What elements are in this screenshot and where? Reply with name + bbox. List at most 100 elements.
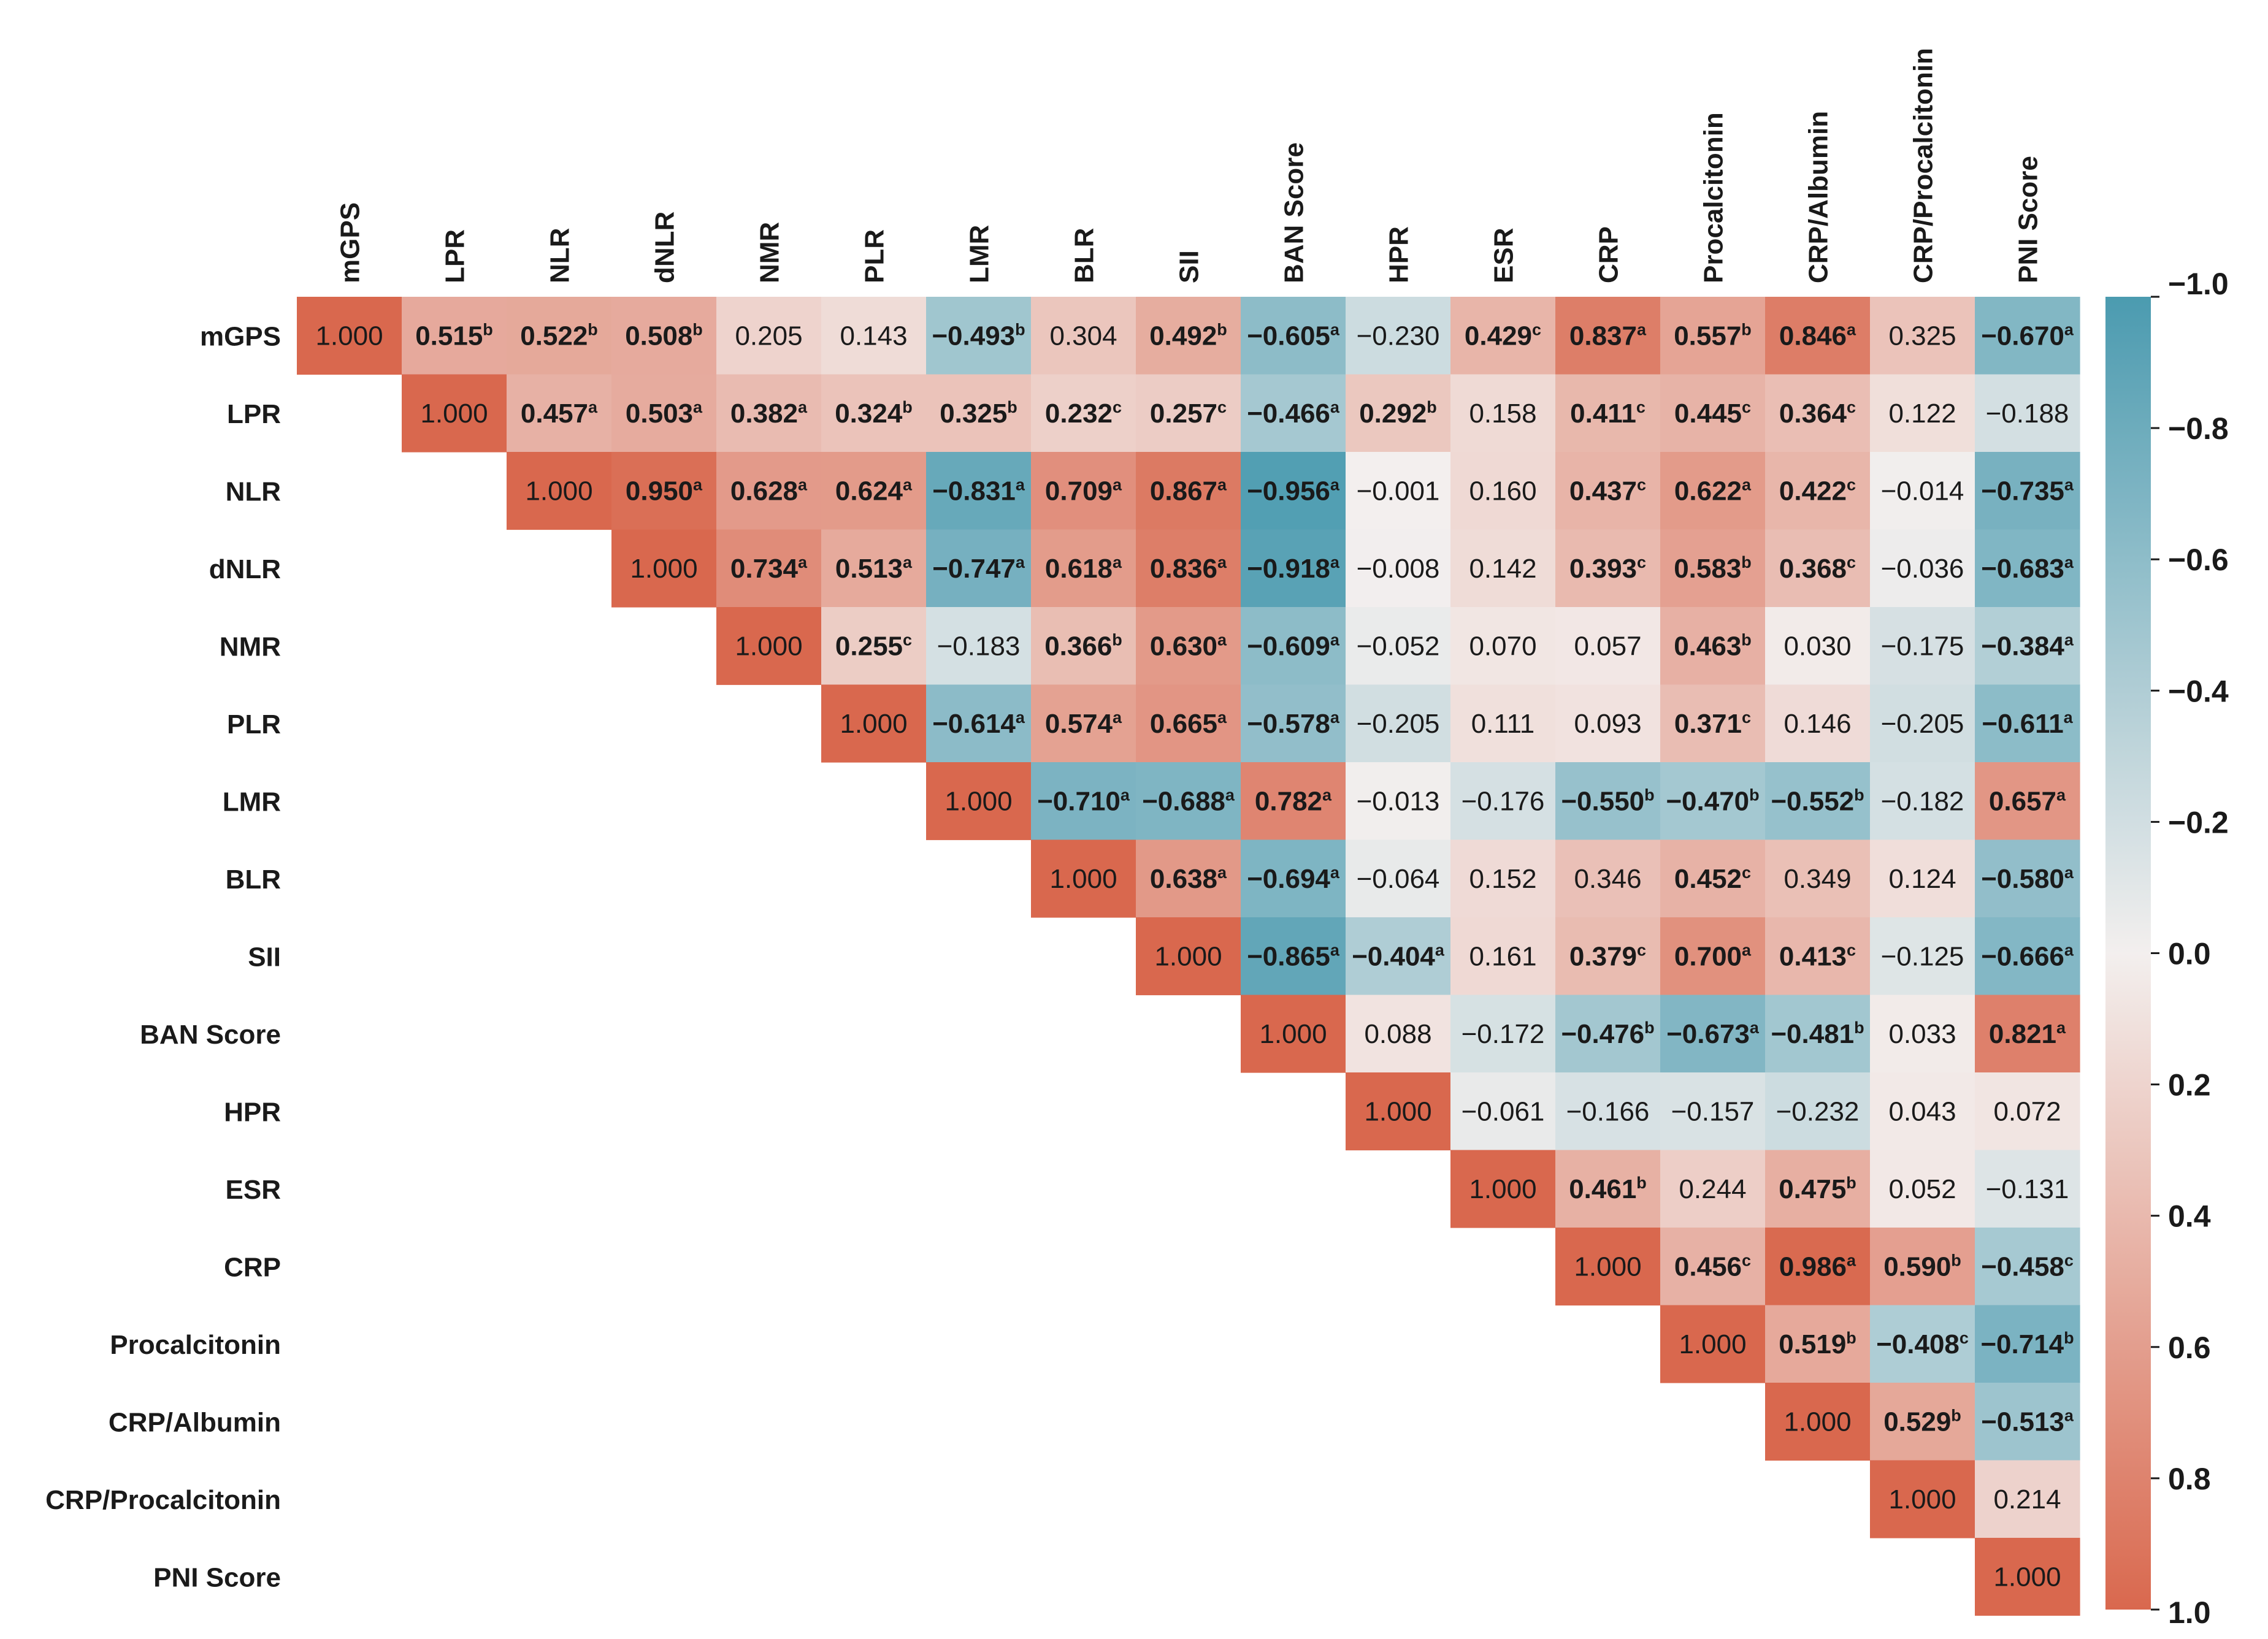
cell-value: −0.404a: [1352, 941, 1445, 971]
cell-value: −0.014: [1881, 476, 1964, 506]
column-label: CRP/Albumin: [1804, 111, 1834, 283]
cell-value: 1.000: [1574, 1251, 1641, 1282]
cell-value: 0.158: [1469, 399, 1536, 429]
colorbar: −1.0−0.8−0.6−0.4−0.20.00.20.40.60.81.0: [2105, 267, 2229, 1630]
cell-value: −0.175: [1881, 631, 1964, 661]
cell-value: −0.747a: [932, 553, 1025, 584]
cell-value: 0.950a: [626, 475, 703, 506]
cell-value: −0.580a: [1981, 863, 2074, 894]
cell-value: 0.244: [1679, 1174, 1746, 1204]
cell-value: 0.630a: [1150, 630, 1227, 661]
cell-value: 0.475b: [1779, 1174, 1856, 1204]
cell-value: 1.000: [1154, 941, 1222, 971]
cell-value: 0.463b: [1674, 630, 1752, 661]
cell-value: 0.325: [1888, 321, 1956, 351]
column-label: NMR: [755, 222, 785, 283]
cell-value: 0.986a: [1779, 1251, 1856, 1282]
cell-value: −0.470b: [1666, 785, 1759, 816]
cell-value: 1.000: [1783, 1407, 1851, 1437]
cell-value: 0.638a: [1150, 863, 1227, 894]
cell-value: 0.437c: [1569, 475, 1646, 506]
cell-value: 1.000: [944, 786, 1012, 816]
row-label: CRP: [224, 1252, 281, 1282]
cell-value: −0.232: [1776, 1096, 1860, 1126]
cell-value: 0.529b: [1883, 1406, 1961, 1437]
cell-value: 0.574a: [1045, 708, 1122, 739]
cell-value: 0.522b: [520, 320, 598, 351]
row-label: mGPS: [200, 321, 281, 351]
cell-value: −0.710a: [1037, 785, 1130, 816]
cell-value: 0.557b: [1674, 320, 1752, 351]
cell-value: 0.657a: [1989, 785, 2066, 816]
row-label: PNI Score: [153, 1562, 281, 1592]
colorbar-tick-label: 0.8: [2168, 1462, 2211, 1496]
cell-value: 0.324b: [835, 398, 913, 429]
cell-value: −0.609a: [1247, 630, 1340, 661]
cell-value: −0.001: [1357, 476, 1440, 506]
cell-value: 0.371c: [1674, 708, 1751, 739]
cell-value: −0.182: [1881, 786, 1964, 816]
cell-value: 1.000: [630, 554, 697, 584]
column-label: mGPS: [335, 202, 366, 283]
cell-value: −0.865a: [1247, 941, 1340, 971]
cell-value: −0.125: [1881, 941, 1964, 971]
cell-value: −0.061: [1462, 1096, 1545, 1126]
row-label: LMR: [223, 787, 281, 817]
row-label: Procalcitonin: [110, 1330, 281, 1360]
cell-value: −0.183: [937, 631, 1021, 661]
cell-value: 0.214: [1993, 1484, 2061, 1515]
cell-value: 0.583b: [1674, 553, 1752, 584]
cell-value: −0.683a: [1981, 553, 2074, 584]
cell-value: −0.918a: [1247, 553, 1340, 584]
cell-value: 0.457a: [521, 398, 598, 429]
cell-value: 0.429c: [1465, 320, 1541, 351]
column-label: CRP: [1594, 226, 1624, 283]
correlation-heatmap: 1.000 0.515b 0.522b 0.508b 0.205 0.143 −0.493b…: [0, 0, 2268, 1639]
cell-value: 1.000: [525, 476, 592, 506]
cell-value: 0.628a: [730, 475, 808, 506]
cell-value: 0.456c: [1674, 1251, 1751, 1282]
cell-value: 0.461b: [1569, 1174, 1647, 1204]
cell-value: 0.205: [735, 321, 802, 351]
cell-value: 0.122: [1888, 399, 1956, 429]
cell-value: 0.325b: [940, 398, 1017, 429]
cell-value: −0.458c: [1981, 1251, 2074, 1282]
cell-value: 1.000: [1888, 1484, 1956, 1515]
cell-value: 0.519b: [1779, 1329, 1856, 1359]
colorbar-tick-label: 0.4: [2168, 1199, 2211, 1234]
row-label: LPR: [227, 399, 281, 429]
column-label: LPR: [440, 229, 470, 283]
cell-value: −0.831a: [932, 475, 1025, 506]
row-label: PLR: [227, 709, 281, 739]
cell-value: 0.618a: [1045, 553, 1122, 584]
cell-value: −0.384a: [1981, 630, 2074, 661]
cell-value: 1.000: [840, 709, 907, 739]
cell-value: 1.000: [735, 631, 802, 661]
row-label: ESR: [226, 1175, 281, 1205]
cell-value: 0.837a: [1569, 320, 1647, 351]
row-labels: mGPS LPR NLR dNLR NMR PLR LMR BLR SII BAN Score HP…: [45, 321, 281, 1592]
cell-value: 1.000: [1469, 1174, 1536, 1204]
cell-value: 1.000: [1993, 1562, 2061, 1592]
cell-value: 0.152: [1469, 864, 1536, 894]
cell-value: −0.205: [1357, 709, 1440, 739]
cell-value: 0.043: [1888, 1096, 1956, 1126]
column-label: PNI Score: [2013, 156, 2044, 283]
cell-value: 0.232c: [1045, 398, 1122, 429]
cell-value: −0.605a: [1247, 320, 1340, 351]
cell-value: 1.000: [315, 321, 383, 351]
cell-value: 0.515b: [415, 320, 493, 351]
colorbar-tick-label: −0.4: [2168, 674, 2229, 708]
cell-value: −0.064: [1357, 864, 1440, 894]
cell-value: 1.000: [1259, 1019, 1327, 1049]
cell-value: 0.070: [1469, 631, 1536, 661]
cell-value: 0.590b: [1883, 1251, 1961, 1282]
cell-value: 0.513a: [835, 553, 913, 584]
cell-value: 0.033: [1888, 1019, 1956, 1049]
cell-value: 0.255c: [835, 630, 912, 661]
column-label: dNLR: [650, 212, 680, 283]
cell-value: 0.161: [1469, 941, 1536, 971]
cell-value: 1.000: [1049, 864, 1117, 894]
cell-value: 0.508b: [625, 320, 703, 351]
cell-value: 0.867a: [1150, 475, 1227, 506]
